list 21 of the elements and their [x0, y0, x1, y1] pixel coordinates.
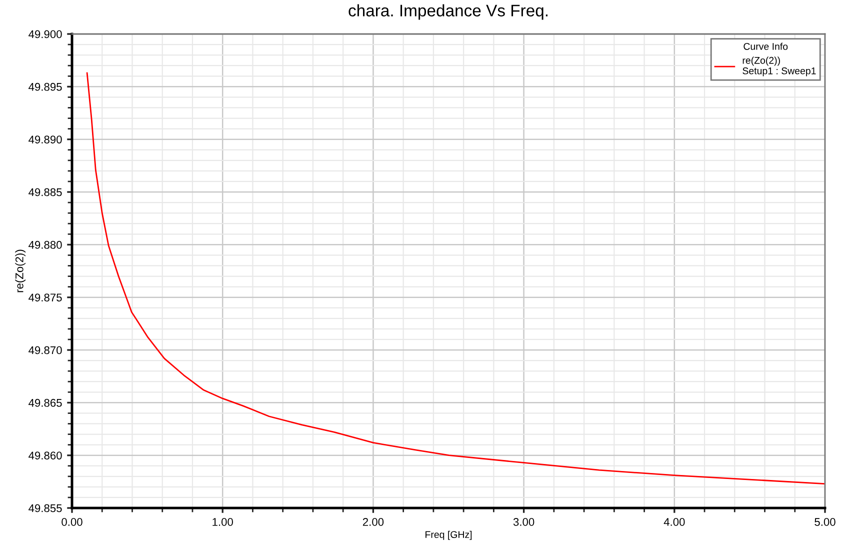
x-tick-label: 5.00 [814, 518, 836, 526]
legend-title: Curve Info [744, 42, 788, 50]
y-tick-label: 49.885 [28, 188, 62, 196]
y-tick-label: 49.860 [28, 452, 62, 460]
y-axis-title: re(Zo(2)) [15, 250, 26, 292]
chart-title: chara. Impedance Vs Freq. [348, 4, 548, 20]
y-tick-label: 49.875 [28, 294, 62, 302]
y-tick-label: 49.855 [28, 504, 62, 512]
y-tick-label: 49.880 [28, 240, 62, 249]
y-tick-label: 49.865 [28, 398, 62, 407]
y-tick-label: 49.890 [28, 136, 62, 144]
x-tick-label: 0.00 [62, 518, 82, 526]
x-tick-label: 2.00 [362, 518, 384, 526]
x-tick-label: 1.00 [212, 518, 233, 526]
x-axis-title: Freq [GHz] [426, 530, 472, 540]
y-tick-label: 49.895 [28, 82, 62, 91]
x-tick-label: 4.00 [664, 518, 685, 526]
legend-label: re(Zo(2)) Setup1 : Sweep1 [742, 56, 816, 76]
x-tick-label: 3.00 [513, 518, 534, 526]
y-tick-label: 49.900 [28, 30, 62, 38]
y-tick-label: 49.870 [28, 346, 62, 354]
